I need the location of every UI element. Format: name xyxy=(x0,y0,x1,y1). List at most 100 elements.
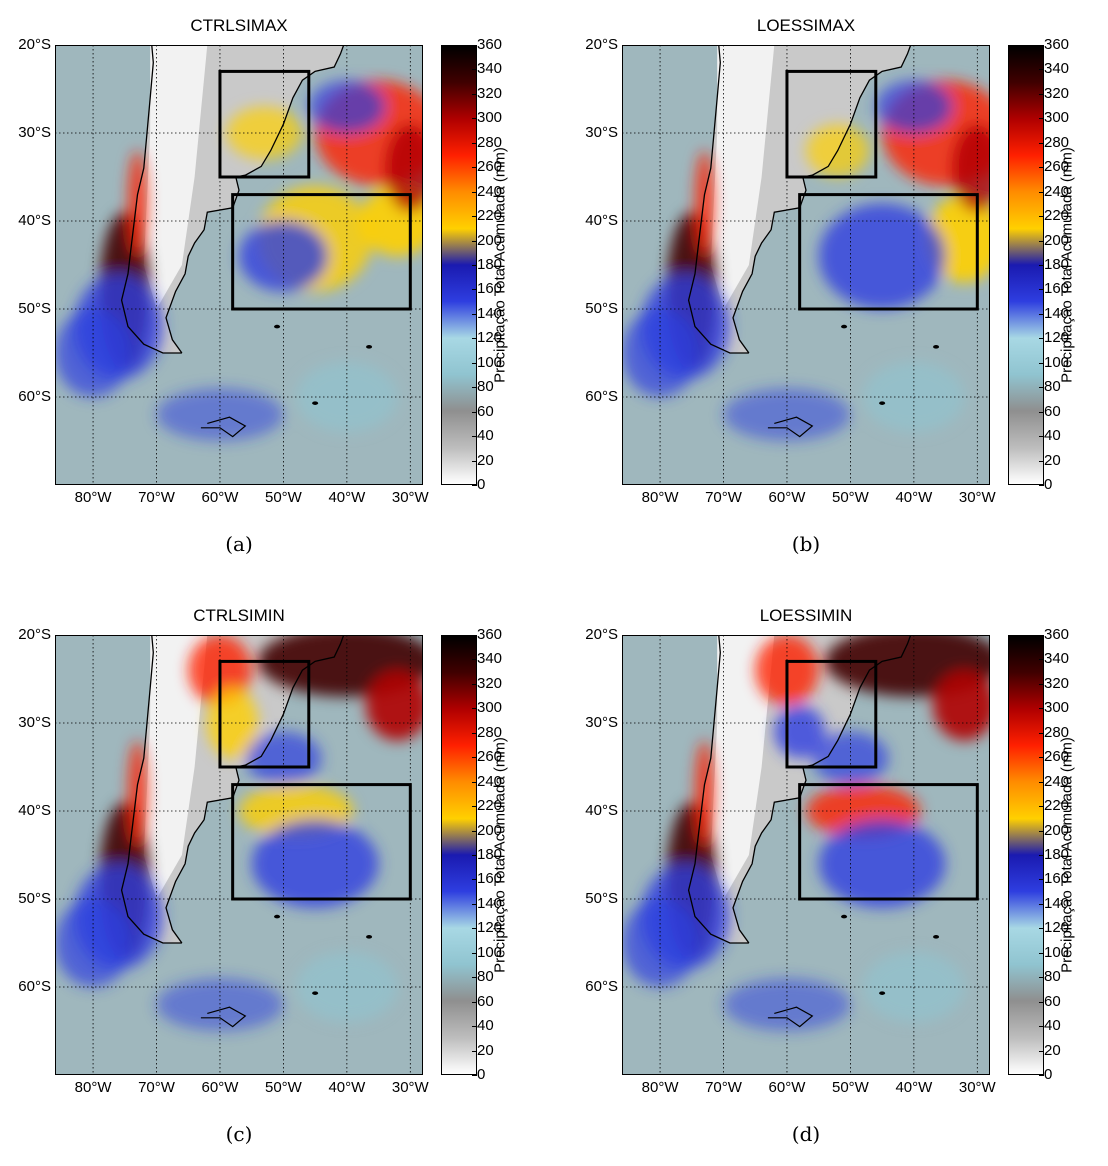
precipitation-map xyxy=(622,635,990,1075)
latitude-label: 30°S xyxy=(585,714,618,731)
precipitation-map xyxy=(55,635,423,1075)
colorbar-tick-label: 340 xyxy=(1038,60,1070,78)
colorbar-tick-label: 260 xyxy=(471,748,503,766)
colorbar-label: Precipitação Total Acumulada (mm) xyxy=(1058,737,1076,973)
island xyxy=(366,935,373,939)
latitude-label: 50°S xyxy=(18,300,51,317)
analysis-region-box xyxy=(798,193,979,311)
latitude-label: 40°S xyxy=(585,212,618,229)
colorbar-tick-label: 0 xyxy=(471,1066,486,1083)
colorbar-tick-label: 180 xyxy=(1038,846,1070,863)
colorbar-tick-label: 320 xyxy=(1038,84,1070,102)
map-panel: CTRLSIMAX 20°S 30°S 40°S 50°S 60°S 80°W 70°W 60°… xyxy=(0,0,554,576)
panel-caption: (a) xyxy=(225,532,253,556)
longitude-label: 60°W xyxy=(768,489,806,506)
longitude-label: 30°W xyxy=(958,1079,996,1096)
map-panel: LOESSIMAX 20°S 30°S 40°S 50°S 60°S 80°W 70°W 60°… xyxy=(567,0,1108,576)
longitude-label: 70°W xyxy=(138,489,175,506)
precip-region xyxy=(723,978,851,1031)
colorbar-tick-label: 180 xyxy=(1038,256,1070,273)
colorbar-tick-label: 60 xyxy=(1039,992,1061,1010)
colorbar-tick-label: 20 xyxy=(472,1041,494,1059)
panel-caption: (d) xyxy=(791,1122,821,1146)
longitude-label: 30°W xyxy=(391,489,429,506)
precip-region xyxy=(156,978,284,1031)
colorbar-tick-label: 340 xyxy=(471,60,503,78)
longitude-label: 80°W xyxy=(641,489,679,506)
colorbar-tick-label: 200 xyxy=(471,821,503,839)
island xyxy=(841,914,848,919)
longitude-label: 50°W xyxy=(831,489,869,506)
precip-region xyxy=(951,124,990,213)
antarctic-peninsula-coastline xyxy=(767,1006,814,1028)
colorbar-tick-label: 80 xyxy=(472,378,494,396)
precipitation-map xyxy=(622,45,990,485)
antarctic-peninsula-coastline xyxy=(200,416,247,438)
longitude-label: 60°W xyxy=(201,1079,239,1096)
longitude-label: 50°W xyxy=(831,1079,869,1096)
map-canvas xyxy=(55,635,423,1075)
colorbar-tick-label: 80 xyxy=(472,968,494,986)
colorbar-tick-label: 140 xyxy=(1038,304,1070,322)
colorbar-tick-label: 120 xyxy=(471,919,503,937)
colorbar-tick-label: 0 xyxy=(1038,476,1053,493)
analysis-region-box xyxy=(231,193,412,311)
panel-title: CTRLSIMIN xyxy=(193,606,285,625)
colorbar-tick-label: 340 xyxy=(1038,650,1070,668)
analysis-region-box xyxy=(785,69,878,179)
antarctic-peninsula-coastline xyxy=(200,1006,247,1028)
longitude-label: 40°W xyxy=(895,489,933,506)
colorbar-tick-label: 320 xyxy=(471,674,503,692)
colorbar-label: Precipitação Total Acumulada (mm) xyxy=(491,737,509,973)
map-canvas xyxy=(622,635,990,1075)
map-frame xyxy=(55,635,423,1075)
colorbar-tick-label: 240 xyxy=(1038,182,1070,200)
colorbar-tick-label: 180 xyxy=(471,846,503,863)
island xyxy=(933,935,940,939)
colorbar-tick-label: 360 xyxy=(1038,36,1070,53)
latitude-label: 30°S xyxy=(18,714,51,731)
colorbar-tick-label: 140 xyxy=(1038,894,1070,912)
longitude-label: 80°W xyxy=(641,1079,679,1096)
precip-region xyxy=(818,203,946,309)
colorbar-tick-label: 20 xyxy=(472,451,494,469)
longitude-label: 70°W xyxy=(705,489,742,506)
colorbar-tick-label: 60 xyxy=(472,402,494,420)
colorbar-label: Precipitação Total Acumulada (mm) xyxy=(491,147,509,383)
island xyxy=(312,991,319,995)
longitude-label: 30°W xyxy=(958,489,996,506)
colorbar-tick-label: 100 xyxy=(1038,353,1070,371)
colorbar-tick-label: 260 xyxy=(1038,158,1070,176)
antarctic-peninsula-coastline xyxy=(767,416,814,438)
colorbar-tick-label: 300 xyxy=(1038,699,1070,717)
latitude-label: 20°S xyxy=(585,36,618,53)
colorbar-tick-label: 260 xyxy=(471,158,503,176)
colorbar-tick-label: 40 xyxy=(1039,427,1061,445)
latitude-label: 30°S xyxy=(18,124,51,141)
analysis-region-box xyxy=(231,783,412,901)
latitude-label: 60°S xyxy=(585,978,618,995)
colorbar-tick-label: 260 xyxy=(1038,748,1070,766)
precip-region xyxy=(818,819,946,908)
latitude-label: 60°S xyxy=(585,388,618,405)
colorbar-tick-label: 240 xyxy=(1038,772,1070,790)
colorbar-tick-label: 100 xyxy=(471,943,503,961)
island xyxy=(312,401,319,405)
colorbar-tick-label: 140 xyxy=(471,304,503,322)
analysis-region-box xyxy=(218,69,311,179)
colorbar-tick-label: 0 xyxy=(471,476,486,493)
colorbar-tick-label: 40 xyxy=(1039,1017,1061,1035)
panel-title: CTRLSIMAX xyxy=(190,16,288,35)
panel-title: LOESSIMIN xyxy=(759,606,853,625)
panel-title: LOESSIMAX xyxy=(756,16,856,35)
colorbar-tick-label: 100 xyxy=(1038,943,1070,961)
colorbar-tick-label: 80 xyxy=(1039,378,1061,396)
analysis-region-box xyxy=(798,783,979,901)
analysis-region-box xyxy=(785,659,878,769)
colorbar-tick-label: 280 xyxy=(1038,133,1070,151)
colorbar-tick-label: 20 xyxy=(1039,451,1061,469)
precip-region xyxy=(384,124,423,213)
latitude-label: 20°S xyxy=(585,626,618,643)
longitude-label: 50°W xyxy=(264,489,302,506)
colorbar-tick-label: 240 xyxy=(471,182,503,200)
